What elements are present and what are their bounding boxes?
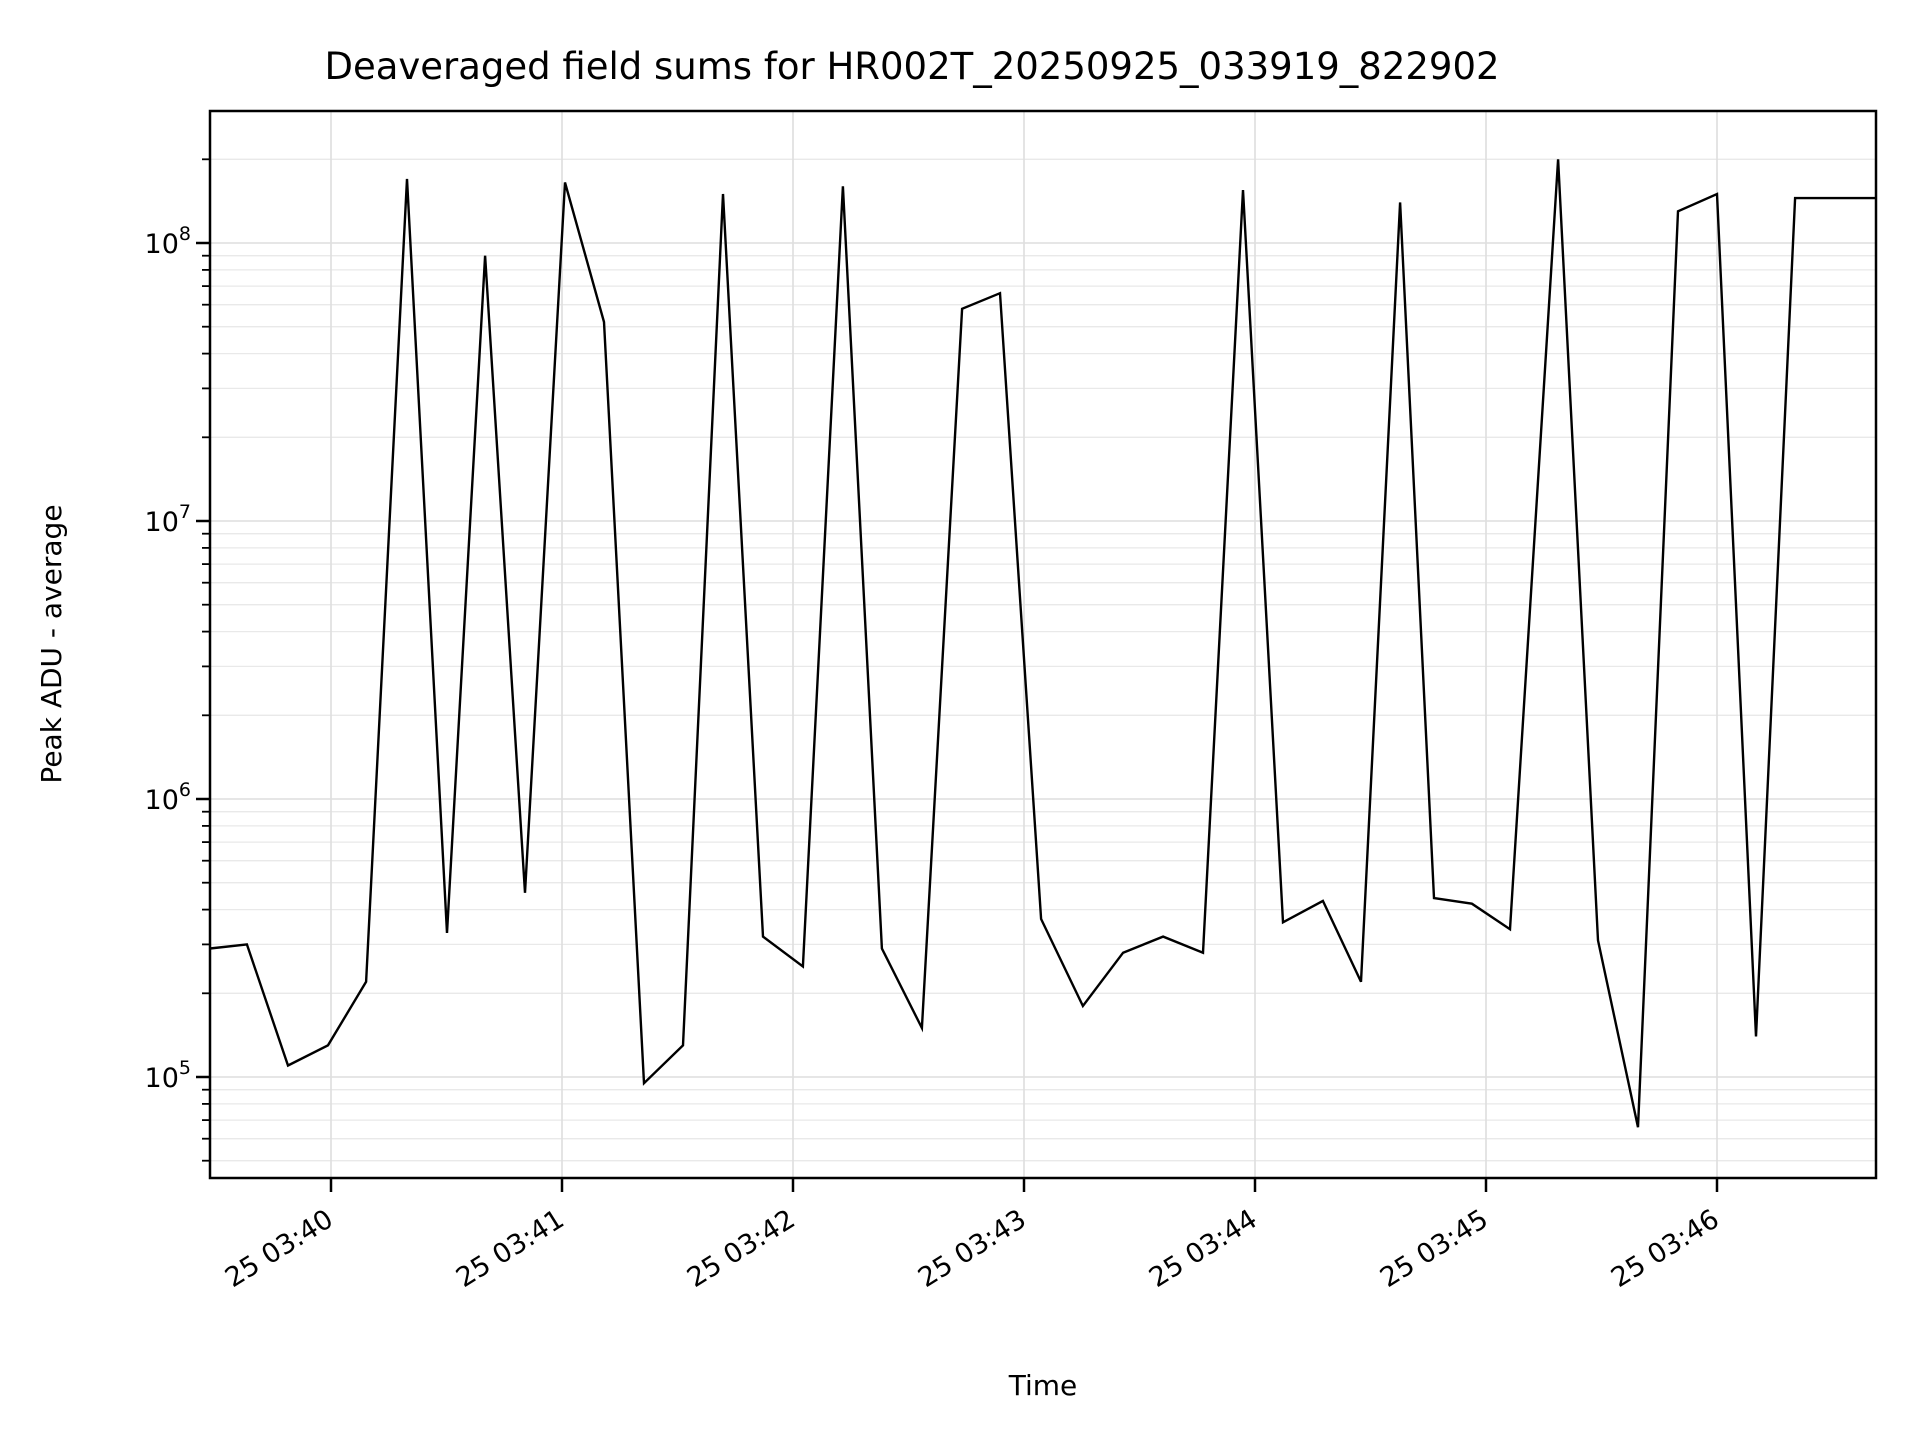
y-tick-label: 108 (145, 223, 191, 260)
x-tick-label: 25 03:42 (682, 1204, 801, 1294)
x-tick-label: 25 03:41 (451, 1204, 570, 1294)
x-axis-label: Time (1008, 1369, 1078, 1402)
y-tick-label: 107 (145, 501, 191, 538)
y-axis-label: Peak ADU - average (35, 504, 68, 784)
x-tick-label: 25 03:44 (1144, 1204, 1263, 1294)
x-tick-label: 25 03:43 (913, 1204, 1032, 1294)
x-tick-label: 25 03:46 (1606, 1204, 1725, 1294)
minor-gridlines (210, 158, 1876, 1162)
plot-border (208, 109, 1878, 1180)
y-tick-label: 105 (145, 1057, 191, 1094)
x-tick-label: 25 03:45 (1375, 1204, 1494, 1294)
major-gridlines (210, 111, 1876, 1178)
x-tick-label: 25 03:40 (220, 1204, 339, 1294)
data-line (209, 159, 1875, 1128)
y-tick-label: 106 (145, 779, 191, 816)
x-tick-labels: 25 03:40 25 03:41 25 03:42 25 03:43 25 03:44… (220, 1204, 1725, 1294)
y-tick-labels: 105 106 107 108 (145, 223, 191, 1094)
chart-title: Deaveraged field sums for HR002T_2025092… (324, 45, 1500, 88)
axis-ticks (196, 158, 1719, 1192)
